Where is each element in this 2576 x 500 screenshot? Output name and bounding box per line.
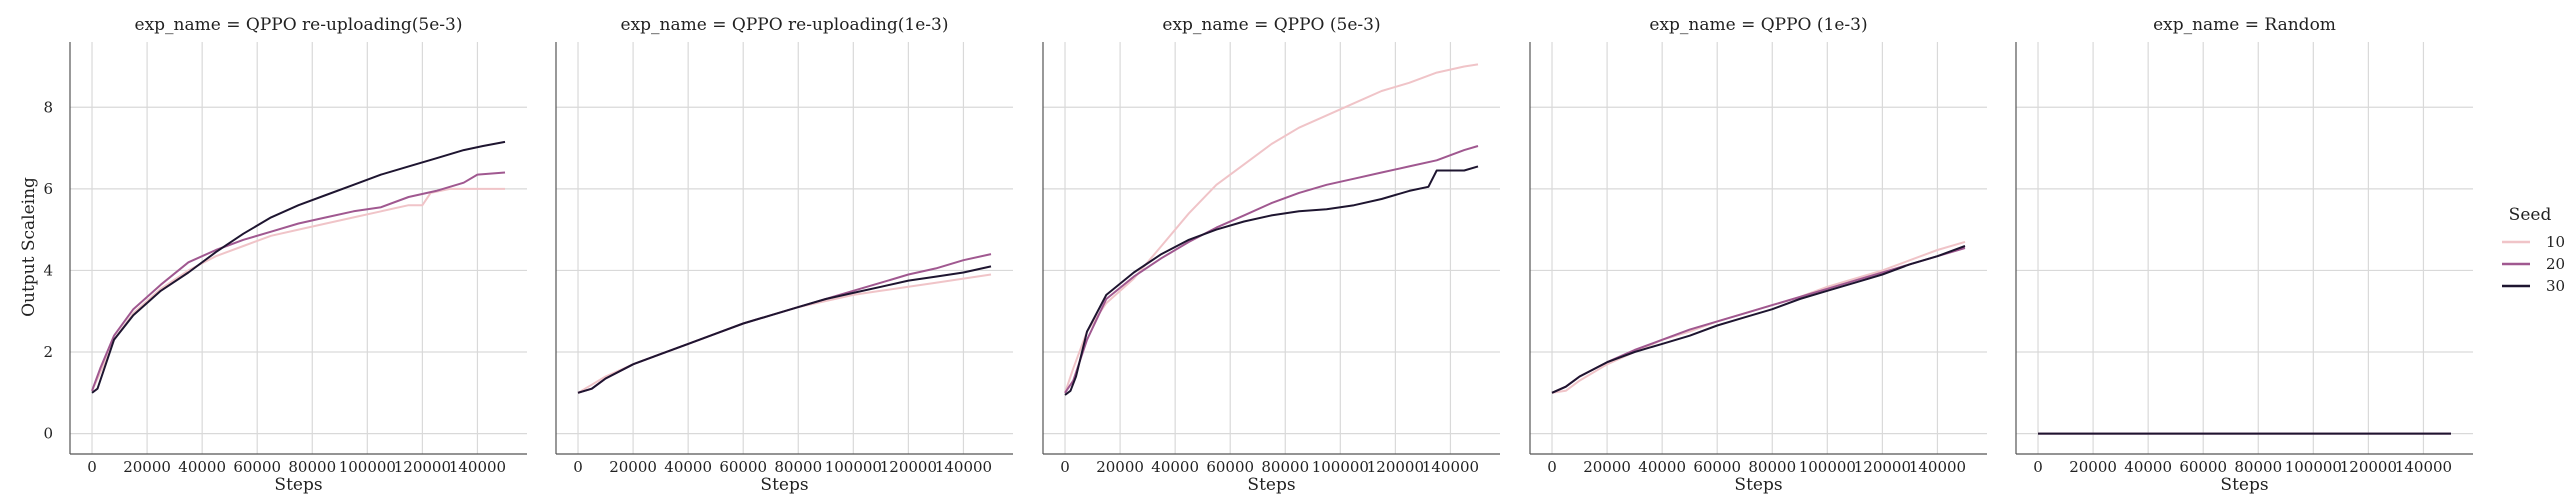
series-line-seed-30	[577, 265, 992, 394]
y-tick-label: 2	[43, 343, 53, 361]
x-tick-label: 140000	[2395, 458, 2452, 476]
x-tick-label: 20000	[609, 458, 657, 476]
x-tick-label: 100000	[339, 458, 396, 476]
y-tick-label: 4	[43, 261, 53, 279]
x-axis-label: Steps	[2220, 475, 2268, 495]
x-tick-label: 140000	[1909, 458, 1966, 476]
x-tick-label: 40000	[664, 458, 712, 476]
panel-title: exp_name = QPPO (1e-3)	[1649, 15, 1867, 35]
x-tick-label: 100000	[1312, 458, 1369, 476]
x-tick-label: 100000	[1799, 458, 1856, 476]
x-tick-label: 20000	[1583, 458, 1631, 476]
x-tick-label: 140000	[449, 458, 506, 476]
legend-title: Seed	[2509, 205, 2552, 225]
x-tick-label: 120000	[1854, 458, 1911, 476]
series-line-seed-30	[91, 140, 506, 394]
x-tick-label: 20000	[2069, 458, 2117, 476]
x-tick-label: 100000	[2285, 458, 2342, 476]
x-tick-label: 80000	[1261, 458, 1309, 476]
x-tick-label: 60000	[2179, 458, 2227, 476]
x-tick-label: 120000	[1367, 458, 1424, 476]
series-line-seed-10	[577, 273, 992, 394]
x-tick-label: 40000	[178, 458, 226, 476]
legend-label-seed-30: 30	[2546, 277, 2565, 295]
x-tick-label: 80000	[288, 458, 336, 476]
x-tick-label: 100000	[825, 458, 882, 476]
x-tick-label: 80000	[774, 458, 822, 476]
x-tick-label: 40000	[2124, 458, 2172, 476]
x-tick-label: 120000	[2340, 458, 2397, 476]
x-tick-label: 0	[87, 458, 97, 476]
legend-label-seed-10: 10	[2546, 233, 2565, 251]
x-tick-label: 40000	[1151, 458, 1199, 476]
x-tick-label: 60000	[1693, 458, 1741, 476]
series-line-seed-30	[1551, 245, 1966, 394]
panel-title: exp_name = QPPO re-uploading(1e-3)	[621, 15, 949, 35]
x-axis-label: Steps	[274, 475, 322, 495]
y-axis-label: Output Scaleing	[19, 177, 39, 317]
x-tick-label: 0	[2033, 458, 2043, 476]
x-axis-label: Steps	[1734, 475, 1782, 495]
series-line-seed-20	[1551, 247, 1966, 394]
series-line-seed-20	[577, 253, 992, 394]
x-tick-label: 20000	[123, 458, 171, 476]
x-tick-label: 0	[573, 458, 583, 476]
panels: 0 20000 40000 60000 80000 1000001200001400000…	[43, 15, 2473, 495]
x-tick-label: 120000	[880, 458, 937, 476]
x-tick-label: 60000	[719, 458, 767, 476]
x-tick-label: 0	[1547, 458, 1557, 476]
x-tick-label: 0	[1060, 458, 1070, 476]
x-tick-label: 40000	[1638, 458, 1686, 476]
legend-label-seed-20: 20	[2546, 255, 2565, 273]
x-tick-label: 80000	[2234, 458, 2282, 476]
y-tick-label: 8	[43, 98, 53, 116]
panel-title: exp_name = QPPO re-uploading(5e-3)	[135, 15, 463, 35]
y-tick-label: 0	[43, 425, 53, 443]
x-tick-label: 20000	[1096, 458, 1144, 476]
x-axis-label: Steps	[760, 475, 808, 495]
x-tick-label: 120000	[394, 458, 451, 476]
x-tick-label: 60000	[1206, 458, 1254, 476]
x-tick-label: 140000	[1422, 458, 1479, 476]
series-line-seed-10	[1551, 240, 1966, 394]
x-tick-label: 60000	[233, 458, 281, 476]
series-line-seed-30	[1064, 165, 1479, 396]
series-line-seed-20	[91, 171, 506, 392]
x-tick-label: 80000	[1748, 458, 1796, 476]
x-axis-label: Steps	[1247, 475, 1295, 495]
panel-title: exp_name = Random	[2153, 15, 2336, 35]
y-tick-label: 6	[43, 180, 53, 198]
legend: Seed 10 20 30	[2502, 205, 2565, 295]
series-line-seed-10	[1064, 63, 1479, 394]
x-tick-label: 140000	[935, 458, 992, 476]
panel-title: exp_name = QPPO (5e-3)	[1162, 15, 1380, 35]
series-line-seed-20	[1064, 145, 1479, 394]
